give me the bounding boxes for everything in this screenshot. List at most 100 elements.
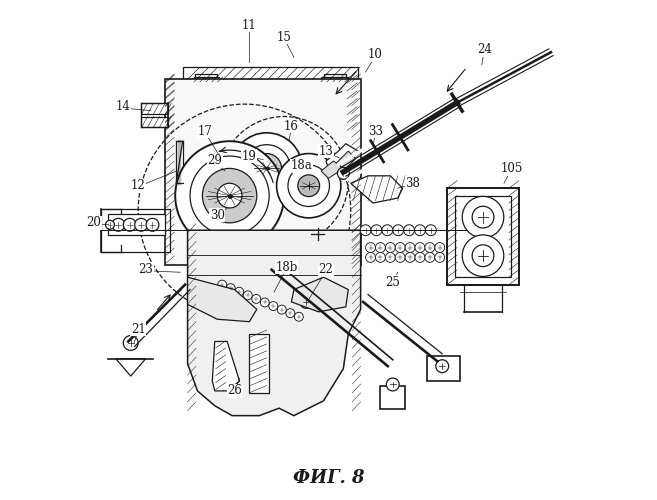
- Circle shape: [294, 312, 304, 321]
- Bar: [321, 77, 348, 82]
- Text: 12: 12: [131, 179, 145, 192]
- Text: 23: 23: [138, 264, 153, 276]
- Text: 15: 15: [277, 31, 292, 44]
- Polygon shape: [326, 144, 358, 176]
- Bar: [108, 214, 166, 235]
- Bar: [101, 209, 170, 252]
- Text: 38: 38: [405, 177, 420, 190]
- Circle shape: [396, 252, 405, 262]
- Text: 20: 20: [86, 216, 101, 230]
- Text: 25: 25: [386, 276, 400, 288]
- Circle shape: [472, 206, 494, 228]
- Circle shape: [300, 296, 313, 308]
- Bar: [141, 116, 168, 128]
- Circle shape: [386, 378, 399, 391]
- Circle shape: [360, 225, 371, 235]
- Circle shape: [235, 288, 244, 296]
- Circle shape: [231, 133, 302, 204]
- Text: 105: 105: [500, 162, 522, 175]
- Circle shape: [405, 242, 415, 252]
- Circle shape: [436, 360, 449, 372]
- Text: 14: 14: [116, 100, 131, 113]
- Polygon shape: [292, 277, 348, 312]
- Circle shape: [217, 184, 242, 208]
- Text: ФИГ. 8: ФИГ. 8: [293, 470, 364, 488]
- Circle shape: [217, 280, 227, 289]
- Circle shape: [243, 291, 252, 300]
- Circle shape: [393, 225, 403, 235]
- Circle shape: [371, 225, 382, 235]
- Circle shape: [365, 242, 375, 252]
- Polygon shape: [351, 176, 403, 203]
- Circle shape: [202, 168, 257, 223]
- Polygon shape: [346, 80, 358, 132]
- Polygon shape: [116, 359, 146, 376]
- Text: 19: 19: [242, 150, 257, 162]
- Circle shape: [260, 298, 269, 307]
- Circle shape: [298, 175, 319, 197]
- Circle shape: [106, 220, 114, 229]
- Circle shape: [277, 154, 341, 218]
- Circle shape: [175, 141, 284, 250]
- Text: 13: 13: [319, 144, 334, 158]
- Polygon shape: [183, 67, 358, 80]
- Circle shape: [365, 252, 375, 262]
- Text: 30: 30: [210, 209, 225, 222]
- Polygon shape: [212, 342, 240, 391]
- Circle shape: [190, 156, 269, 235]
- Circle shape: [415, 242, 425, 252]
- Circle shape: [243, 144, 290, 192]
- Text: 11: 11: [242, 18, 257, 32]
- Bar: [166, 80, 361, 265]
- Text: 17: 17: [198, 125, 212, 138]
- Bar: [447, 188, 519, 284]
- Text: 24: 24: [477, 44, 491, 56]
- Circle shape: [386, 252, 396, 262]
- Circle shape: [435, 242, 445, 252]
- Circle shape: [386, 242, 396, 252]
- Circle shape: [269, 302, 278, 310]
- Bar: [428, 356, 459, 381]
- Circle shape: [435, 252, 445, 262]
- Bar: [194, 77, 219, 82]
- Text: 16: 16: [284, 120, 299, 133]
- Circle shape: [338, 168, 350, 179]
- Circle shape: [415, 225, 426, 235]
- Circle shape: [288, 165, 330, 206]
- Circle shape: [226, 284, 235, 292]
- Text: 21: 21: [131, 322, 145, 336]
- Text: 26: 26: [227, 384, 242, 398]
- Circle shape: [396, 242, 405, 252]
- Polygon shape: [336, 151, 355, 171]
- Circle shape: [286, 308, 295, 318]
- Circle shape: [277, 305, 286, 314]
- Text: 18a: 18a: [290, 160, 312, 172]
- Circle shape: [375, 252, 386, 262]
- Bar: [176, 141, 183, 183]
- Circle shape: [375, 242, 386, 252]
- Circle shape: [405, 252, 415, 262]
- Text: 22: 22: [319, 264, 333, 276]
- Text: 18b: 18b: [275, 261, 298, 274]
- Circle shape: [252, 294, 261, 304]
- Circle shape: [415, 252, 425, 262]
- Circle shape: [403, 225, 415, 235]
- Bar: [141, 103, 168, 114]
- Circle shape: [382, 225, 393, 235]
- Circle shape: [425, 252, 435, 262]
- Circle shape: [124, 218, 136, 231]
- Circle shape: [463, 235, 504, 277]
- Circle shape: [252, 154, 282, 183]
- Polygon shape: [380, 386, 405, 409]
- Text: 29: 29: [208, 154, 222, 168]
- Circle shape: [135, 218, 148, 231]
- Circle shape: [425, 242, 435, 252]
- Text: 33: 33: [368, 125, 383, 138]
- Circle shape: [146, 218, 159, 231]
- Circle shape: [463, 196, 504, 238]
- Polygon shape: [321, 161, 344, 178]
- Circle shape: [124, 336, 138, 350]
- Bar: [250, 334, 269, 394]
- Circle shape: [112, 218, 125, 231]
- Circle shape: [472, 245, 494, 266]
